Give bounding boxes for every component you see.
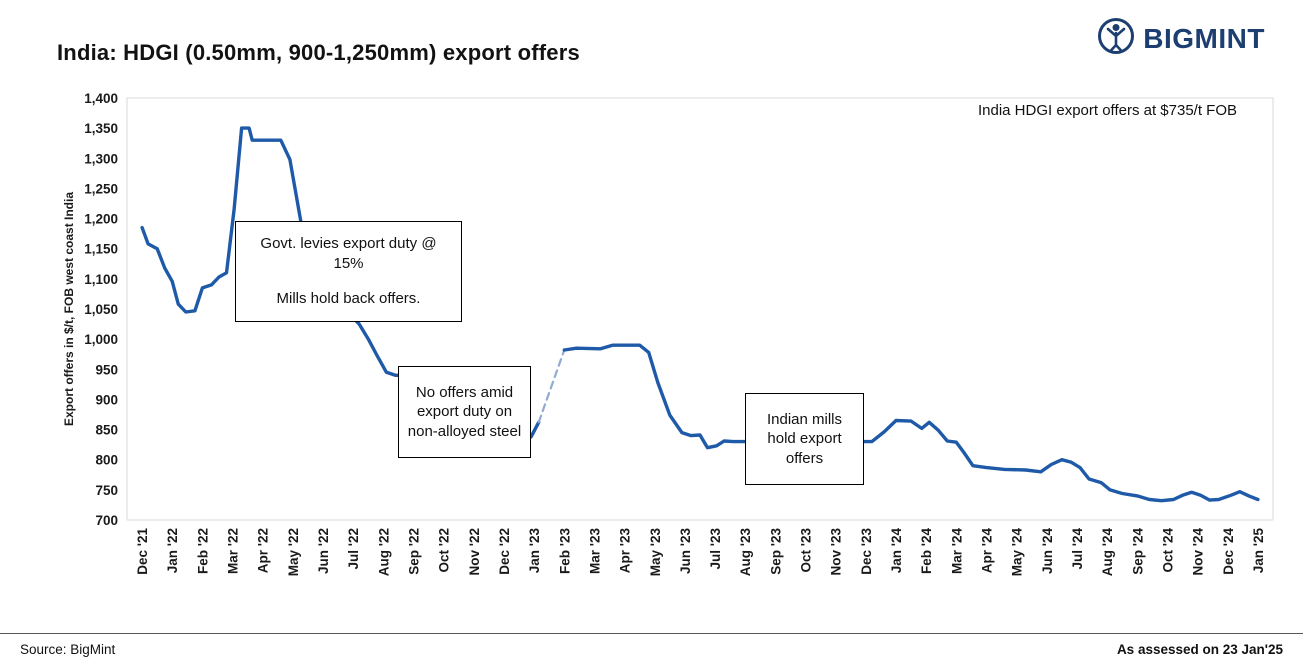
svg-text:700: 700 xyxy=(95,513,118,528)
svg-text:Oct '24: Oct '24 xyxy=(1160,528,1175,573)
svg-text:Oct '22: Oct '22 xyxy=(437,528,452,572)
brand-name: BIGMINT xyxy=(1143,22,1265,54)
svg-text:Jun '24: Jun '24 xyxy=(1040,528,1055,574)
svg-text:Nov '22: Nov '22 xyxy=(467,528,482,575)
svg-text:Jun '23: Jun '23 xyxy=(678,528,693,574)
svg-text:May '23: May '23 xyxy=(648,528,663,577)
svg-text:1,350: 1,350 xyxy=(84,121,118,136)
svg-text:Mar '24: Mar '24 xyxy=(949,528,964,574)
assessed-date-label: As assessed on 23 Jan'25 xyxy=(1116,642,1283,657)
annotation-text: Indian mills hold export offers xyxy=(766,410,843,467)
source-label: Source: BigMint xyxy=(20,642,116,657)
page-title: India: HDGI (0.50mm, 900-1,250mm) export… xyxy=(57,40,580,65)
svg-text:May '22: May '22 xyxy=(286,528,301,576)
svg-text:1,200: 1,200 xyxy=(84,212,118,227)
svg-text:1,150: 1,150 xyxy=(84,242,118,257)
svg-text:Jul '23: Jul '23 xyxy=(708,528,723,570)
svg-text:Dec '21: Dec '21 xyxy=(135,528,150,575)
svg-text:1,050: 1,050 xyxy=(84,302,118,317)
svg-text:Jan '24: Jan '24 xyxy=(889,528,904,574)
svg-text:1,100: 1,100 xyxy=(84,272,118,287)
annotation-box-export-duty: Govt. levies export duty @ 15% Mills hol… xyxy=(235,221,462,322)
svg-text:750: 750 xyxy=(95,483,118,498)
svg-text:Dec '22: Dec '22 xyxy=(497,528,512,575)
svg-text:Dec '24: Dec '24 xyxy=(1221,528,1236,575)
svg-text:Apr '24: Apr '24 xyxy=(980,528,995,574)
svg-text:Aug '24: Aug '24 xyxy=(1100,528,1115,577)
svg-text:850: 850 xyxy=(95,423,118,438)
svg-text:800: 800 xyxy=(95,453,118,468)
svg-text:Feb '23: Feb '23 xyxy=(557,528,572,574)
svg-text:Aug '23: Aug '23 xyxy=(738,528,753,577)
svg-text:Apr '23: Apr '23 xyxy=(618,528,633,574)
chart-area: 700 750 800 850 900 950 1,000 1,050 1,100 1,150 1,… xyxy=(57,88,1283,628)
svg-text:1,250: 1,250 xyxy=(84,181,118,196)
bigmint-logo-icon xyxy=(1096,16,1136,61)
svg-text:Jul '24: Jul '24 xyxy=(1070,528,1085,570)
svg-text:Export offers in $/t, FOB west: Export offers in $/t, FOB west coast Ind… xyxy=(62,192,76,426)
svg-text:Feb '22: Feb '22 xyxy=(195,528,210,574)
svg-text:Sep '24: Sep '24 xyxy=(1130,528,1145,575)
svg-text:Feb '24: Feb '24 xyxy=(919,528,934,574)
annotation-text: Mills hold back offers. xyxy=(276,290,421,308)
svg-text:Nov '23: Nov '23 xyxy=(829,528,844,576)
svg-text:Jan '23: Jan '23 xyxy=(527,528,542,574)
brand-logo: BIGMINT xyxy=(1096,16,1265,61)
svg-text:May '24: May '24 xyxy=(1010,528,1025,577)
svg-text:Nov '24: Nov '24 xyxy=(1191,528,1206,576)
svg-text:900: 900 xyxy=(95,392,118,407)
svg-text:950: 950 xyxy=(95,362,118,377)
annotation-text: No offers amid export duty on non-alloye… xyxy=(407,383,522,440)
svg-text:1,300: 1,300 xyxy=(84,151,118,166)
annotation-box-mills-hold: Indian mills hold export offers xyxy=(745,393,864,485)
svg-text:Mar '23: Mar '23 xyxy=(587,528,602,574)
svg-text:Sep '22: Sep '22 xyxy=(407,528,422,575)
svg-text:Oct '23: Oct '23 xyxy=(799,528,814,573)
annotation-box-no-offers: No offers amid export duty on non-alloye… xyxy=(398,366,531,458)
svg-text:Jul '22: Jul '22 xyxy=(346,528,361,569)
svg-text:Jan '22: Jan '22 xyxy=(165,528,180,573)
annotation-text: Govt. levies export duty @ 15% xyxy=(260,235,437,272)
svg-text:1,400: 1,400 xyxy=(84,91,118,106)
svg-text:Jan '25: Jan '25 xyxy=(1251,528,1266,574)
line-chart: 700 750 800 850 900 950 1,000 1,050 1,100 1,150 1,… xyxy=(62,91,1274,577)
svg-text:Apr '22: Apr '22 xyxy=(256,528,271,573)
svg-text:1,000: 1,000 xyxy=(84,332,118,347)
svg-text:Sep '23: Sep '23 xyxy=(768,528,783,575)
svg-text:Jun '22: Jun '22 xyxy=(316,528,331,574)
svg-text:Mar '22: Mar '22 xyxy=(226,528,241,574)
svg-text:Aug '22: Aug '22 xyxy=(376,528,391,576)
svg-text:Dec '23: Dec '23 xyxy=(859,528,874,575)
current-price-callout: India HDGI export offers at $735/t FOB xyxy=(977,102,1237,119)
footer-divider xyxy=(0,633,1303,634)
